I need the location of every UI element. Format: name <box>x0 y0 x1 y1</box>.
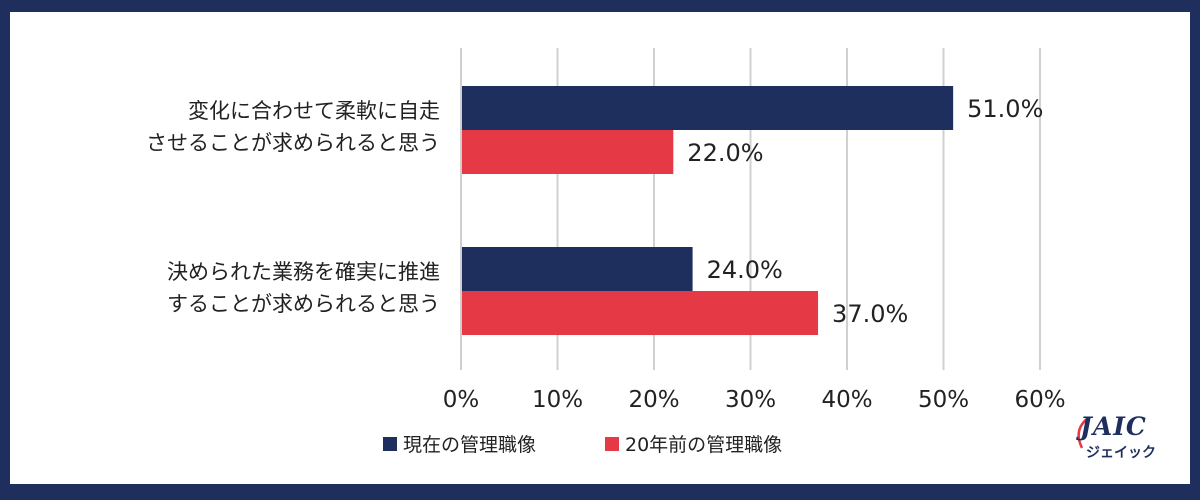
logo-subtext: ジェイック <box>1086 445 1156 461</box>
x-tick-label: 50% <box>918 387 969 413</box>
category-label: 決められた業務を確実に推進 <box>167 260 440 284</box>
bar-past <box>461 130 674 174</box>
data-label: 37.0% <box>832 300 908 328</box>
x-tick-label: 0% <box>443 387 480 413</box>
category-label: することが求められると思う <box>167 292 440 316</box>
bar-current <box>461 86 954 130</box>
logo-swoosh-icon <box>1077 417 1089 449</box>
x-tick-label: 20% <box>628 387 679 413</box>
category-label: させることが求められると思う <box>146 131 440 155</box>
x-tick-label: 40% <box>821 387 872 413</box>
bar-current <box>461 247 693 291</box>
bar-past <box>461 291 819 335</box>
jaic-logo: JAIC ジェイック <box>1072 412 1172 468</box>
legend-swatch <box>605 437 619 451</box>
legend-swatch <box>383 437 397 451</box>
logo-text: JAIC <box>1080 412 1147 441</box>
x-tick-label: 30% <box>725 387 776 413</box>
category-label: 変化に合わせて柔軟に自走 <box>188 99 440 123</box>
data-label: 24.0% <box>707 256 783 284</box>
data-label: 22.0% <box>687 139 763 167</box>
x-tick-label: 10% <box>532 387 583 413</box>
legend-label: 20年前の管理職像 <box>625 434 782 456</box>
data-label: 51.0% <box>967 95 1043 123</box>
x-tick-label: 60% <box>1014 387 1065 413</box>
legend-label: 現在の管理職像 <box>403 434 536 456</box>
